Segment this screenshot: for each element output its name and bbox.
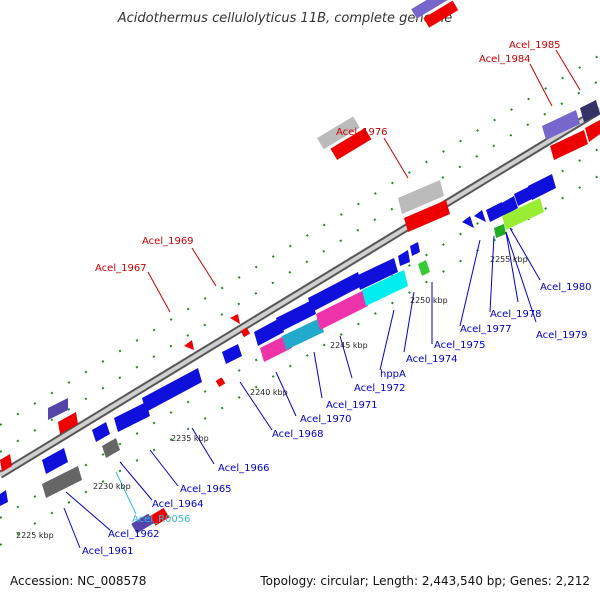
gene-label[interactable]: Acel_1979 xyxy=(536,330,588,341)
gene-feature xyxy=(542,110,580,140)
gene-feature xyxy=(585,120,600,142)
gene-feature xyxy=(550,130,588,160)
gene-feature xyxy=(514,186,534,206)
gene-label[interactable]: Acel_1974 xyxy=(406,354,458,365)
genome-backbone xyxy=(0,106,600,479)
gene-feature xyxy=(317,116,360,150)
gene-feature xyxy=(411,0,448,19)
gene-feature xyxy=(0,454,12,472)
gene-feature xyxy=(0,490,8,506)
gene-feature xyxy=(42,466,82,498)
gene-feature xyxy=(423,0,459,28)
gene-label[interactable]: Acel_1962 xyxy=(108,529,160,540)
dotted-tracks xyxy=(0,54,600,546)
gene-label[interactable]: Acel_1972 xyxy=(354,383,406,394)
gene-feature xyxy=(276,300,316,332)
gene-feature xyxy=(240,327,251,338)
gene-feature xyxy=(500,196,518,216)
gene-feature xyxy=(254,318,284,346)
tick-label: 2245 kbp xyxy=(330,341,368,350)
gene-feature xyxy=(316,290,368,330)
gene-features xyxy=(131,0,459,534)
gene-feature xyxy=(184,340,194,350)
gene-label[interactable]: Acel_1961 xyxy=(82,546,134,557)
gene-label[interactable]: Acel_1971 xyxy=(326,400,378,411)
tick-label: 2255 kbp xyxy=(490,255,528,264)
gene-feature xyxy=(102,438,120,458)
gene-label[interactable]: Acel_1980 xyxy=(540,282,592,293)
gene-label[interactable]: Acel_1978 xyxy=(490,309,542,320)
top-labels: Acel_1967 Acel_1969 Acel_1976 Acel_1984 … xyxy=(95,40,561,274)
accession-text: Accession: NC_008578 xyxy=(10,574,146,588)
gene-blocks xyxy=(0,100,600,506)
gene-feature xyxy=(418,260,430,276)
gene-feature xyxy=(222,344,242,364)
gene-label[interactable]: hppA xyxy=(380,369,406,380)
gene-feature xyxy=(398,180,444,214)
gene-label[interactable]: Acel_1975 xyxy=(434,340,486,351)
gene-label[interactable]: Acel_1984 xyxy=(479,54,531,65)
gene-label[interactable]: Acel_1976 xyxy=(336,127,388,138)
tick-label: 2250 kbp xyxy=(410,296,448,305)
gene-feature xyxy=(282,318,324,350)
kbp-ticks: 2225 kbp 2230 kbp 2235 kbp 2240 kbp 2245… xyxy=(16,255,528,540)
bottom-labels: Acel_1961 Acel_1962 Acel_R0056 Acel_1964… xyxy=(82,282,592,557)
tick-label: 2230 kbp xyxy=(93,482,131,491)
tick-label: 2240 kbp xyxy=(250,388,288,397)
gene-feature xyxy=(410,242,420,256)
gene-feature xyxy=(356,258,398,290)
gene-feature xyxy=(114,402,150,432)
gene-label[interactable]: Acel_1967 xyxy=(95,263,147,274)
gene-label[interactable]: Acel_1964 xyxy=(152,499,204,510)
gene-label[interactable]: Acel_1969 xyxy=(142,236,194,247)
genome-stats-text: Topology: circular; Length: 2,443,540 bp… xyxy=(259,574,590,588)
gene-feature xyxy=(502,198,544,230)
gene-feature xyxy=(92,422,110,442)
gene-feature xyxy=(494,224,506,238)
gene-label[interactable]: Acel_1968 xyxy=(272,429,324,440)
gene-feature xyxy=(142,368,202,412)
gene-feature xyxy=(230,314,240,324)
gene-feature xyxy=(131,513,155,534)
gene-feature xyxy=(362,270,408,306)
gene-feature xyxy=(149,507,170,526)
gene-feature xyxy=(42,448,68,474)
gene-label[interactable]: Acel_1966 xyxy=(218,463,270,474)
gene-label[interactable]: Acel_1985 xyxy=(509,40,561,51)
gene-label[interactable]: Acel_1977 xyxy=(460,324,512,335)
gene-label[interactable]: Acel_1965 xyxy=(180,484,232,495)
gene-label[interactable]: Acel_R0056 xyxy=(132,514,191,525)
gene-feature xyxy=(330,128,372,160)
gene-label[interactable]: Acel_1970 xyxy=(300,414,352,425)
gene-feature xyxy=(404,200,450,232)
gene-feature xyxy=(215,377,226,388)
gene-feature xyxy=(308,272,362,312)
gene-feature xyxy=(58,412,78,434)
gene-feature xyxy=(528,174,556,200)
leader-lines xyxy=(63,49,581,549)
gene-feature xyxy=(48,398,68,420)
gene-feature xyxy=(398,250,410,266)
map-title: Acidothermus cellulolyticus 11B, complet… xyxy=(117,11,453,26)
tick-label: 2225 kbp xyxy=(16,531,54,540)
gene-feature xyxy=(474,210,486,222)
tick-label: 2235 kbp xyxy=(171,434,209,443)
gene-feature xyxy=(580,100,600,122)
gene-feature xyxy=(462,216,474,228)
